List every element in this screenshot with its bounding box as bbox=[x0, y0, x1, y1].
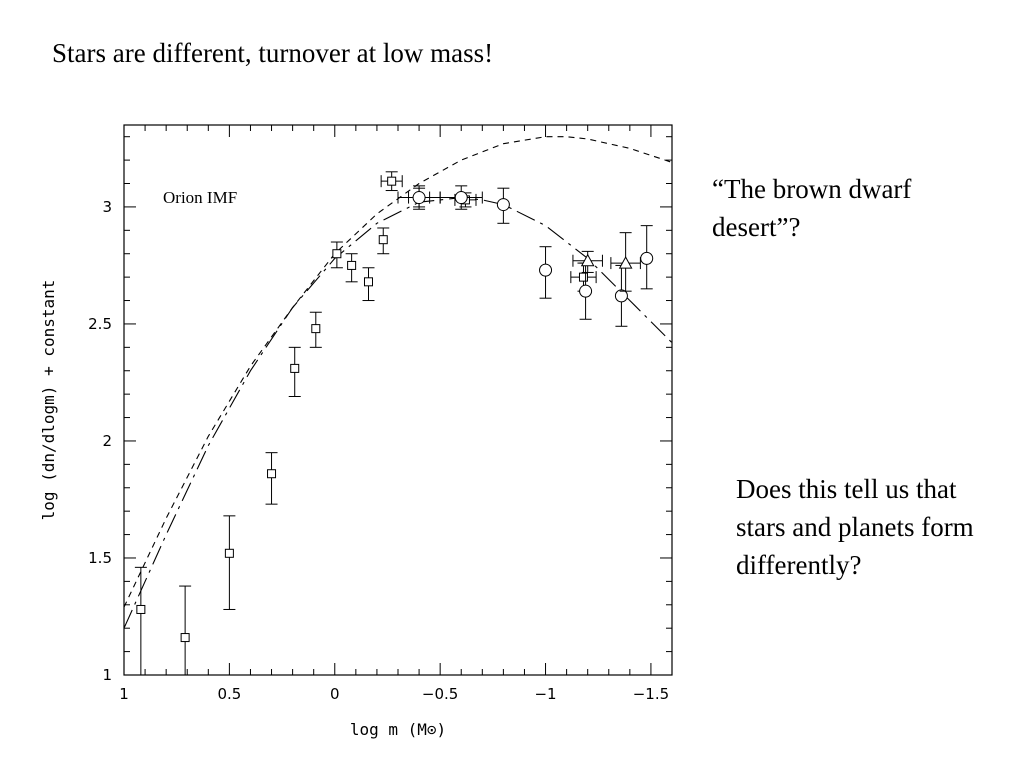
y-tick-label: 2.5 bbox=[88, 315, 112, 333]
square-marker bbox=[224, 548, 234, 558]
plot-frame bbox=[123, 124, 673, 676]
square-marker bbox=[267, 469, 277, 479]
x-tick-label: 0.5 bbox=[217, 685, 241, 703]
square-data-point bbox=[330, 241, 343, 269]
triangle-data-point bbox=[610, 232, 641, 292]
square-data-point bbox=[223, 515, 236, 610]
square-data-point bbox=[309, 311, 322, 348]
square-marker bbox=[136, 604, 146, 614]
triangle-marker bbox=[618, 256, 633, 269]
y-tick-label: 1.5 bbox=[88, 549, 112, 567]
orion-imf-annotation: Orion IMF bbox=[163, 188, 237, 207]
circle-data-point bbox=[439, 185, 483, 210]
x-tick-label: −1.5 bbox=[633, 685, 669, 703]
square-marker bbox=[363, 277, 373, 287]
x-tick-label: 1 bbox=[119, 685, 129, 703]
square-marker bbox=[347, 260, 357, 270]
circle-marker bbox=[640, 251, 654, 265]
circle-marker bbox=[539, 263, 553, 277]
square-data-point bbox=[362, 267, 375, 302]
square-data-point bbox=[265, 452, 278, 505]
y-tick-label: 3 bbox=[102, 198, 112, 216]
x-tick-label: 0 bbox=[330, 685, 340, 703]
y-tick-label: 2 bbox=[102, 432, 112, 450]
circle-data-point bbox=[496, 187, 510, 224]
x-tick-label: −0.5 bbox=[422, 685, 458, 703]
circle-data-point bbox=[640, 225, 654, 290]
square-marker bbox=[387, 176, 397, 186]
circle-marker bbox=[579, 284, 593, 298]
model-curve-short-dash bbox=[124, 136, 672, 608]
square-marker bbox=[578, 272, 588, 282]
square-marker bbox=[290, 363, 300, 373]
circle-data-point bbox=[579, 262, 593, 320]
x-tick-label: −1 bbox=[534, 685, 556, 703]
triangle-marker bbox=[580, 253, 595, 267]
square-marker bbox=[180, 633, 190, 643]
y-tick-label: 1 bbox=[102, 666, 112, 684]
square-data-point bbox=[380, 171, 403, 192]
square-data-point bbox=[179, 585, 192, 675]
axis-ticks bbox=[123, 125, 673, 676]
x-axis-label: log m (M⊙) bbox=[350, 720, 446, 739]
triangle-data-point bbox=[572, 250, 603, 273]
square-data-point bbox=[288, 346, 301, 397]
square-marker bbox=[378, 235, 388, 245]
circle-data-point bbox=[539, 246, 553, 299]
square-marker bbox=[311, 324, 321, 334]
square-data-point bbox=[377, 227, 390, 255]
circle-marker bbox=[412, 191, 426, 205]
circle-marker bbox=[614, 289, 628, 303]
data-points bbox=[134, 171, 654, 675]
circle-data-point bbox=[397, 185, 441, 210]
formation-question-note: Does this tell us that stars and planets… bbox=[736, 474, 974, 580]
y-axis-label: log (dn/dlogm) + constant bbox=[39, 280, 58, 521]
tick-labels: 1 0.5 0 −0.5 −1 −1.5 1 1.5 2 2.5 3 bbox=[88, 198, 669, 703]
circle-marker bbox=[454, 191, 468, 205]
slide-title: Stars are different, turnover at low mas… bbox=[52, 38, 494, 68]
square-data-point bbox=[345, 253, 358, 283]
square-data-point bbox=[134, 566, 147, 675]
brown-dwarf-desert-note: “The brown dwarf desert”? bbox=[712, 174, 912, 242]
circle-marker bbox=[496, 198, 510, 212]
square-marker bbox=[332, 249, 342, 259]
model-curves bbox=[124, 136, 672, 629]
